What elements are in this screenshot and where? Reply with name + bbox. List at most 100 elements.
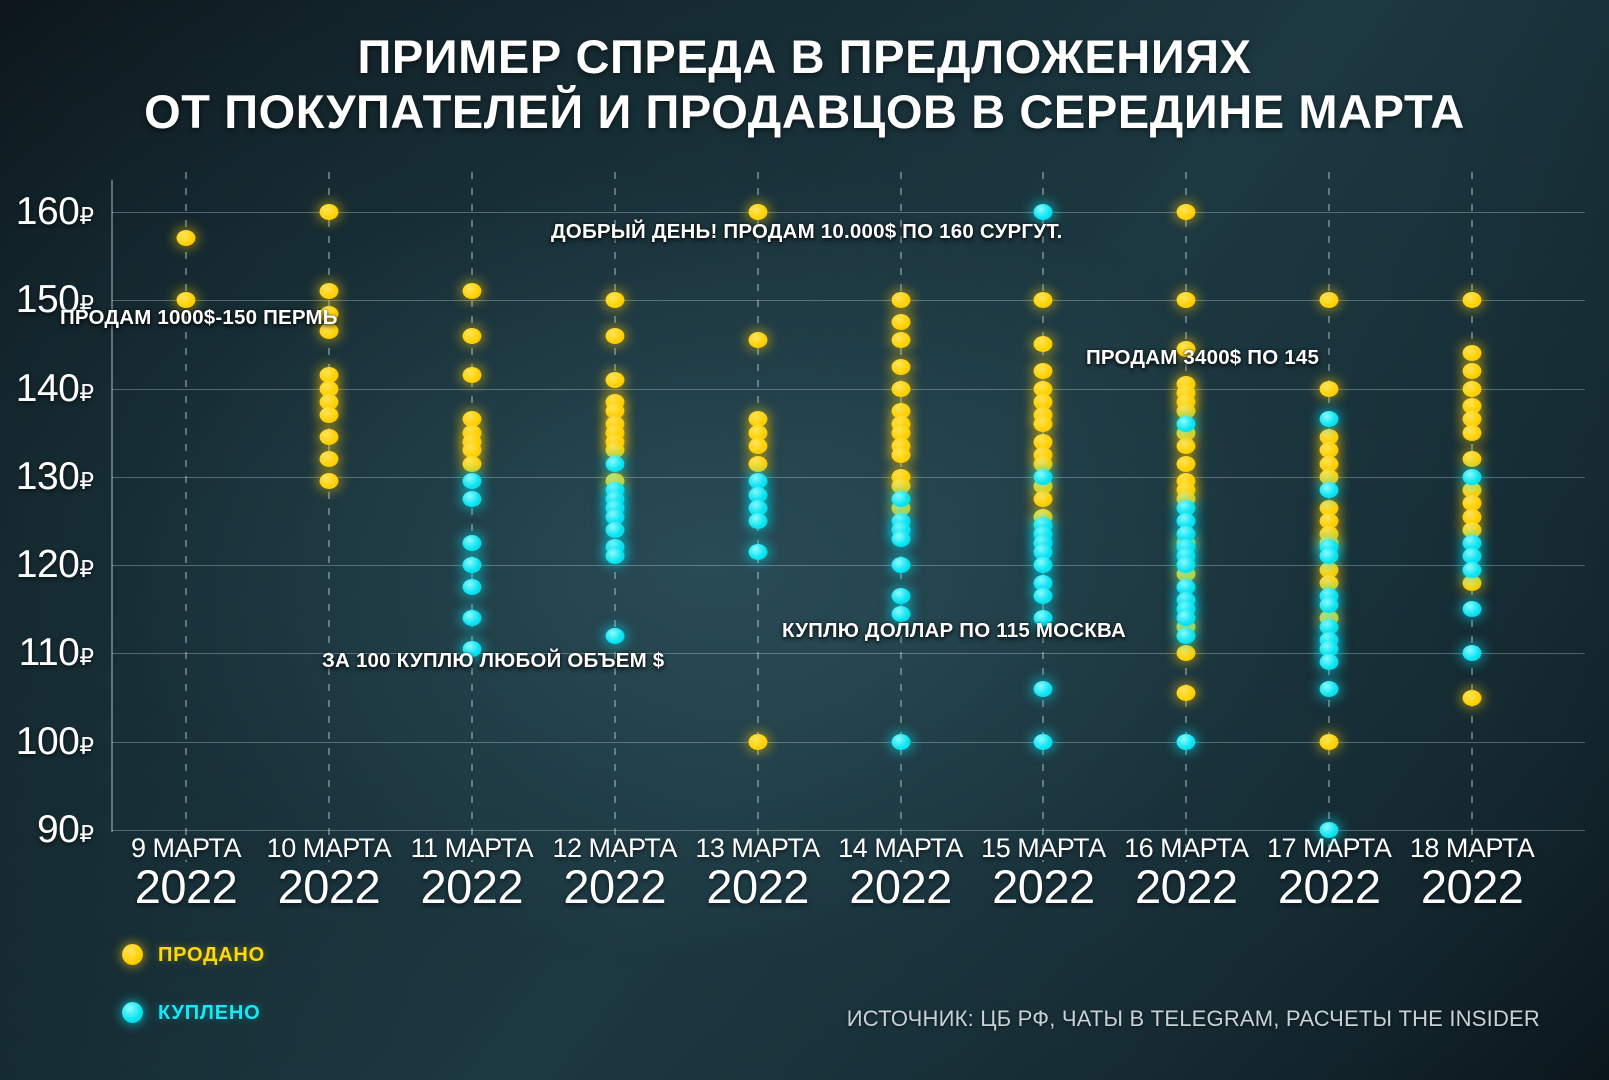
sold-dot: [319, 393, 339, 410]
sold-dot: [319, 283, 339, 300]
bought-dot: [1319, 680, 1339, 697]
sold-dot: [748, 455, 768, 472]
bought-dot: [1462, 601, 1482, 618]
column-line-3: [470, 172, 473, 862]
annotation-4: КУПЛЮ ДОЛЛАР ПО 115 МОСКВА: [782, 619, 1126, 642]
gridline-140: [112, 388, 1585, 390]
gridline-120: [112, 565, 1585, 567]
bought-dot: [1033, 574, 1053, 591]
sold-dot: [891, 402, 910, 419]
sold-dot: [1319, 380, 1339, 397]
y-axis-line: [111, 180, 113, 832]
sold-dot: [1462, 508, 1482, 525]
bought-dot: [1462, 561, 1482, 578]
annotation-1: ПРОДАМ 1000$-150 ПЕРМЬ: [60, 306, 338, 329]
sold-dot: [1033, 362, 1053, 379]
bought-dot: [1319, 596, 1339, 613]
sold-dot: [891, 314, 910, 331]
bought-dot: [1319, 482, 1339, 499]
bought-dot-icon: [122, 1002, 143, 1023]
bought-dot: [1462, 468, 1482, 485]
x-tick-label-5: 13 МАРТА 2022: [695, 833, 820, 913]
sold-dot: [462, 442, 482, 459]
sold-dot: [1462, 362, 1482, 379]
sold-dot: [1319, 429, 1339, 446]
sold-dot: [748, 424, 768, 441]
sold-dot: [1176, 455, 1196, 472]
sold-dot: [1462, 398, 1482, 415]
bought-dot: [1319, 548, 1339, 565]
gridline-160: [112, 212, 1585, 213]
bought-dot: [891, 605, 910, 622]
gridline-150: [112, 300, 1585, 302]
bought-dot: [1033, 610, 1053, 627]
sold-dot: [1033, 292, 1053, 309]
sold-dot: [1033, 490, 1053, 507]
bought-dot: [462, 579, 482, 596]
sold-dot: [605, 292, 625, 309]
gridline-130: [112, 476, 1585, 478]
bought-dot: [748, 543, 768, 560]
sold-dot: [1462, 495, 1482, 512]
sold-dot: [319, 204, 339, 220]
bought-dot: [1176, 499, 1196, 516]
bought-dot: [891, 557, 910, 574]
sold-dot: [176, 292, 196, 309]
sold-dot: [1462, 521, 1482, 538]
sold-dot: [891, 424, 910, 441]
x-tick-label-1: 9 МАРТА 2022: [131, 833, 241, 913]
sold-dot: [1462, 380, 1482, 397]
sold-dot: [605, 442, 625, 459]
sold-dot: [319, 323, 339, 340]
bought-dot: [462, 490, 482, 507]
sold-dot: [605, 327, 625, 344]
bought-dot: [605, 521, 625, 538]
sold-dot-icon: [122, 944, 143, 965]
x-tick-label-6: 14 МАРТА 2022: [838, 833, 963, 913]
bought-dot: [1462, 645, 1482, 662]
bought-dot: [1176, 579, 1196, 596]
bought-dot: [891, 490, 910, 507]
sold-dot: [891, 477, 910, 494]
sold-dot: [605, 402, 625, 419]
sold-dot: [748, 733, 768, 750]
sold-dot: [1176, 437, 1196, 454]
bought-dot: [1176, 733, 1196, 750]
sold-dot: [1176, 340, 1196, 357]
sold-dot: [319, 451, 339, 468]
bought-dot: [462, 535, 482, 552]
bought-dot: [748, 499, 768, 516]
bought-dot: [605, 508, 625, 525]
gridline-110: [112, 653, 1585, 655]
sold-dot: [1033, 455, 1053, 472]
sold-dot: [1462, 345, 1482, 362]
bought-dot: [748, 473, 768, 490]
annotation-5: ЗА 100 КУПЛЮ ЛЮБОЙ ОБЪЕМ $: [322, 649, 665, 672]
sold-dot: [1176, 685, 1196, 702]
sold-dot: [605, 371, 625, 388]
sold-dot: [1319, 499, 1339, 516]
sold-dot: [891, 380, 910, 397]
bought-dot: [462, 610, 482, 627]
sold-dot: [1176, 204, 1196, 220]
sold-dot: [462, 411, 482, 428]
legend-label-sold: ПРОДАНО: [158, 944, 266, 966]
sold-dot: [1033, 380, 1053, 397]
bought-dot: [1319, 641, 1339, 657]
x-tick-label-7: 15 МАРТА 2022: [981, 833, 1106, 913]
bought-dot: [1176, 627, 1196, 644]
sold-dot: [1033, 336, 1053, 353]
sold-dot: [1319, 733, 1339, 750]
sold-dot: [1033, 433, 1053, 450]
bought-dot: [1176, 557, 1196, 574]
bought-dot: [1033, 557, 1053, 574]
sold-dot: [1033, 415, 1053, 432]
sold-dot: [1033, 393, 1053, 410]
sold-dot: [319, 429, 339, 446]
sold-dot: [462, 327, 482, 344]
sold-dot: [891, 446, 910, 463]
column-line-1: [185, 172, 187, 862]
chart-title-line2: ОТ ПОКУПАТЕЛЕЙ И ПРОДАВЦОВ В СЕРЕДИНЕ МА…: [144, 85, 1465, 138]
sold-dot: [1462, 574, 1482, 591]
sold-dot: [1319, 561, 1339, 578]
